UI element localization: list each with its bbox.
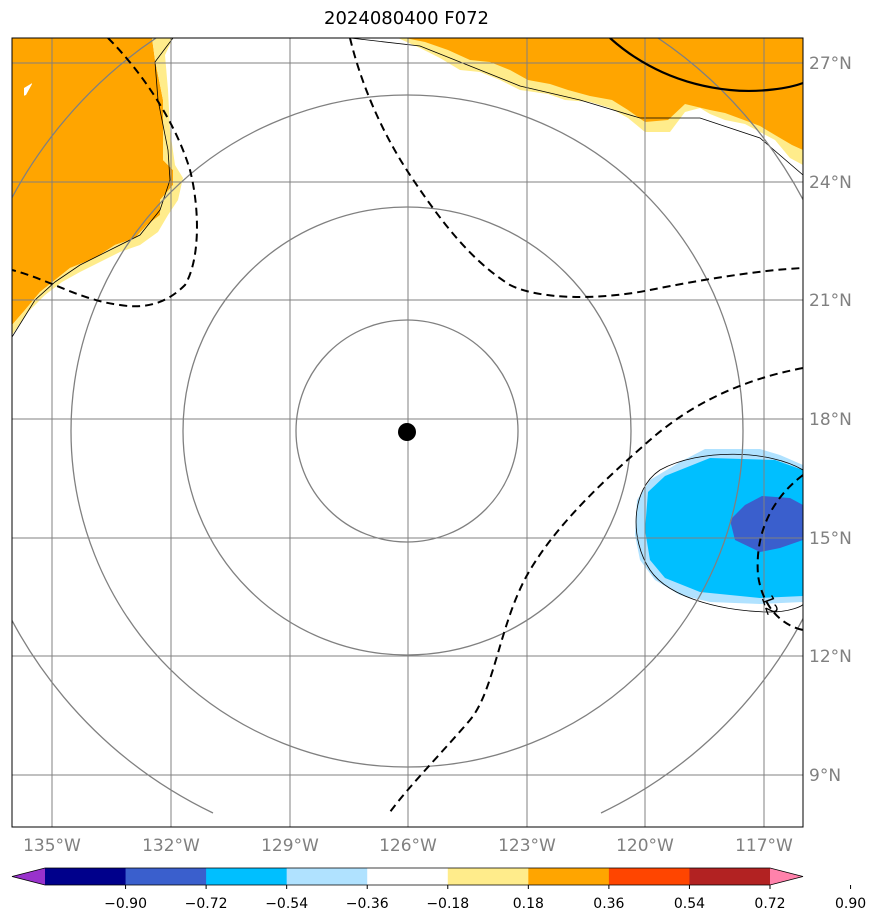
colorbar-bin [206,868,288,885]
lat-label: 18°N [809,410,852,430]
colorbar-extend-low [12,868,45,885]
colorbar-tick-label: −0.72 [185,896,228,912]
colorbar-tick-label: 0.72 [754,896,785,912]
colorbar-bin [367,868,449,885]
lat-label: 9°N [809,766,841,786]
lat-label: 21°N [809,291,852,311]
colorbar-bin [689,868,771,885]
map-frame [11,37,804,828]
colorbar: −0.90 −0.72 −0.54 −0.36 −0.18 0.18 0.36 0.54 0.7… [11,867,866,912]
lat-label: 27°N [809,54,852,74]
lon-label: 123°W [498,836,556,856]
latitude-labels: 27°N 24°N 21°N 18°N 15°N 12°N 9°N [809,54,852,786]
dashed-contours [12,38,803,813]
lon-label: 126°W [379,836,437,856]
shaded-fringe-west [12,38,183,335]
colorbar-bin [45,868,127,885]
solid-contour-northeast [609,38,803,93]
colorbar-tick-label: −0.90 [104,896,147,912]
anomaly-outline [635,453,803,613]
colorbar-bin [528,868,610,885]
range-ring-1 [295,319,519,543]
graticule [12,38,803,827]
lat-label: 24°N [809,173,852,193]
shaded-region-west [12,38,34,100]
lon-label: 120°W [616,836,674,856]
dashed-contour-southeast [756,474,803,631]
colorbar-bin [286,868,368,885]
lon-label: 135°W [23,836,81,856]
lon-label: 117°W [735,836,793,856]
lon-label: 132°W [142,836,200,856]
colorbar-tick-label: −0.18 [426,896,469,912]
range-rings [12,38,803,814]
map-plot-area: 12 [12,38,803,827]
dashed-contour-central [349,38,803,298]
colorbar-tick-label: 0.54 [674,896,705,912]
colorbar-tick-label: 0.36 [593,896,624,912]
map-title: 2024080400 F072 [324,8,489,29]
longitude-labels: 135°W 132°W 129°W 126°W 123°W 120°W 117°… [23,836,793,856]
dashed-contour-south [389,367,803,813]
colorbar-tick-label: −0.36 [346,896,389,912]
colorbar-outline [11,867,804,886]
colorbar-tick-label: −0.54 [265,896,308,912]
colorbar-bin [125,868,207,885]
storm-center-marker [398,423,416,441]
colorbar-bin [608,868,690,885]
dashed-contour-west [12,38,198,308]
colorbar-tick-label: 0.18 [513,896,544,912]
lon-label: 129°W [261,836,319,856]
range-ring-3 [70,94,744,768]
lat-label: 12°N [809,647,852,667]
range-ring-2 [182,206,632,656]
colorbar-tick-label: 0.90 [835,896,866,912]
coastline-northeast [349,38,803,176]
colorbar-extend-high [770,868,803,885]
shaded-region-northeast [405,38,803,150]
lat-label: 15°N [809,529,852,549]
colorbar-bin [447,868,529,885]
